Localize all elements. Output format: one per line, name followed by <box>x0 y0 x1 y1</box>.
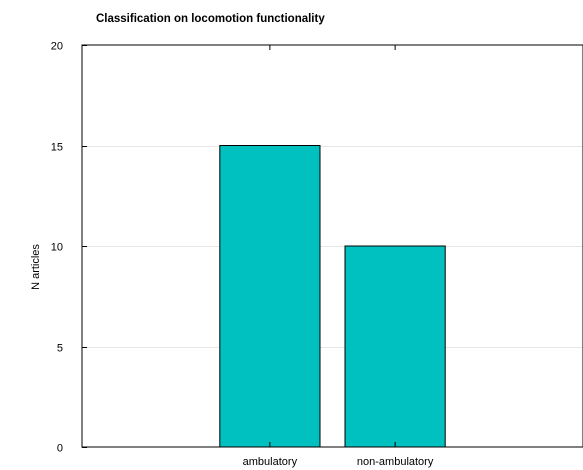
bar-ambulatory <box>219 145 321 448</box>
gridlines <box>82 146 583 348</box>
chart-title: Classification on locomotion functionali… <box>96 13 325 25</box>
x-axis-ticks: ambulatory non-ambulatory <box>243 45 434 468</box>
y-axis-label: N articles <box>30 244 42 290</box>
y-tick-label: 10 <box>51 242 63 254</box>
x-tick-label: ambulatory <box>243 456 298 468</box>
y-tick-label: 0 <box>57 443 63 455</box>
y-tick-label: 20 <box>51 41 63 53</box>
x-tick-label: non-ambulatory <box>357 456 434 468</box>
bar-non-ambulatory <box>344 245 446 448</box>
y-axis-ticks: 0 5 10 15 20 <box>51 41 87 455</box>
bars <box>219 145 446 448</box>
y-tick-label: 15 <box>51 142 63 154</box>
y-tick-label: 5 <box>57 343 63 355</box>
